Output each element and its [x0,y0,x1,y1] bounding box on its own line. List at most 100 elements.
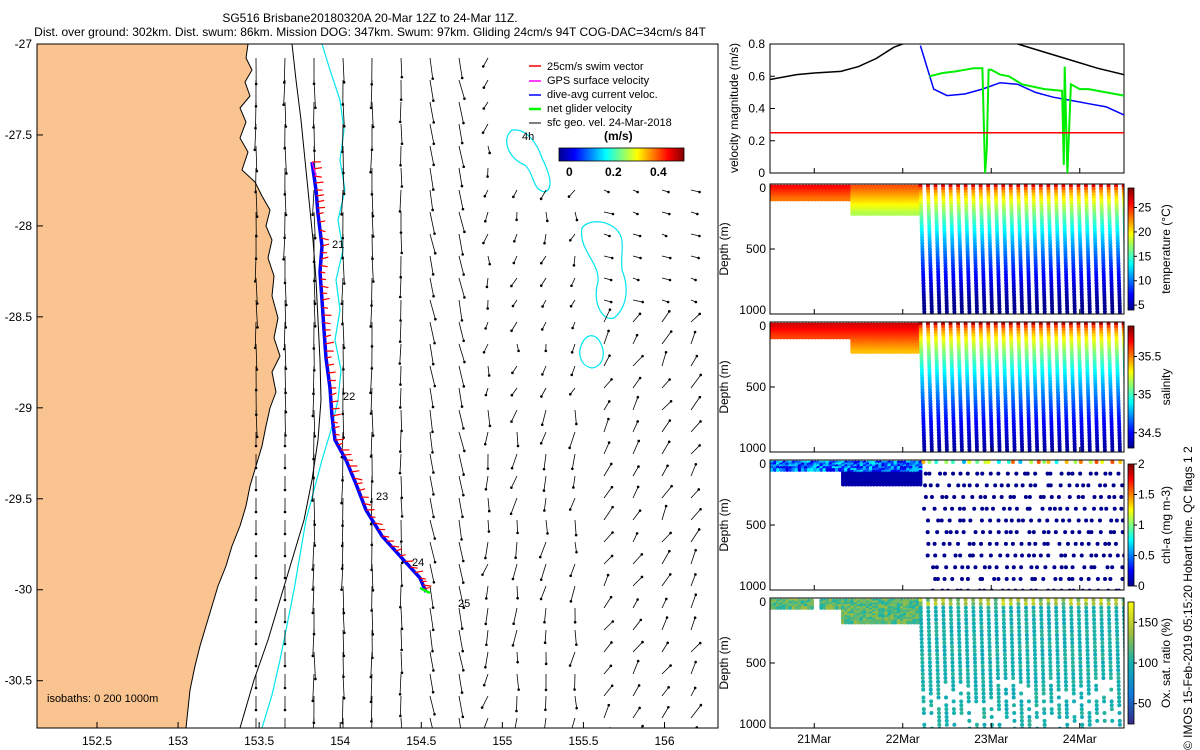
section-sample [1001,330,1006,335]
section-sample [1039,206,1044,211]
sfc-velocity-arrow-head [607,400,611,403]
section-sample [1071,266,1076,271]
sfc-velocity-arrow-head [753,643,756,646]
section-sample [959,422,964,427]
section-sample [1076,333,1081,338]
section-sample [965,373,970,378]
section-sample [920,382,925,387]
section-sample [921,266,926,271]
section-sample [1084,330,1089,335]
section-sample [1122,221,1124,226]
section-sample [988,244,993,249]
section-sample [987,367,992,372]
section-sample [935,264,940,269]
section-sample [920,396,925,401]
section-sample [951,278,956,283]
section-sample [989,436,994,441]
section-sample [1061,198,1066,203]
sfc-velocity-arrow-head [399,319,402,322]
section-sample [1012,295,1017,300]
section-sample [1100,238,1105,243]
section-sample [997,306,1002,311]
sfc-velocity-arrow-shaft [603,463,612,477]
section-sample [941,212,946,217]
velocity-y-axis: 00.20.40.60.8 [748,37,775,180]
section-sample [1064,407,1069,412]
sfc-velocity-arrow-shaft [690,489,700,499]
section-sample [1034,292,1039,297]
section-sample [957,373,962,378]
section-sample [1062,356,1067,361]
section-sample [1094,284,1099,289]
section-sample [1032,364,1037,369]
section-sample [951,269,956,274]
sfc-velocity-arrow-shaft [569,387,576,395]
sfc-velocity-arrow-shaft [255,145,258,172]
section-sample [928,407,933,412]
sfc-velocity-arrow-shaft [341,475,344,504]
section-sample [1017,232,1022,237]
section-sample [957,376,962,381]
sfc-velocity-arrow-head [488,424,492,428]
section-sample [1084,353,1089,358]
section-sample [1115,232,1120,237]
sfc-velocity-arrow-shaft [429,541,436,563]
section-sample [934,203,939,208]
section-sample [1003,393,1008,398]
sfc-velocity-arrow-shaft [400,123,403,144]
section-sample [1056,413,1061,418]
sfc-velocity-arrow-shaft [749,622,757,630]
sfc-velocity-arrow-head [699,703,703,707]
section-sample [1033,404,1038,409]
section-sample [956,330,961,335]
sfc-velocity-arrow-shaft [429,695,435,715]
section-sample [935,244,940,249]
section-sample [926,330,931,335]
section-sample [1031,344,1036,349]
section-sample [928,272,933,277]
section-sample [1035,450,1040,452]
section-points [770,184,1124,314]
section-sample [964,223,969,228]
section-sample [1001,192,1006,197]
section-sample [1002,350,1007,355]
section-sample [1010,249,1015,254]
section-sample [1034,410,1039,415]
section-sample [981,275,986,280]
section-sample [996,410,1001,415]
section-sample [965,244,970,249]
section-sample [1004,298,1009,303]
section-sample [967,439,972,444]
section-sample [1072,444,1077,449]
section-sample [971,203,976,208]
section-sample [988,258,993,263]
section-sample [1085,221,1090,226]
section-sample [994,347,999,352]
section-sample [1009,221,1014,226]
sfc-velocity-arrow-head [570,373,574,377]
section-sample [959,444,964,449]
section-sample [1050,450,1055,452]
section-sample [929,304,934,309]
section-sample [967,447,972,452]
section-sample [1042,312,1047,314]
sfc-velocity-arrow-shaft [720,278,727,280]
sfc-velocity-arrow-head [726,279,729,282]
section-sample [1048,241,1053,246]
section-sample [1012,436,1017,441]
map-x-axis: 152.5 153 153.5 154 154.5 155 155.5 156 [82,722,675,748]
sfc-velocity-arrow-head [486,467,490,470]
section-sample [1088,450,1092,452]
section-sample [1004,304,1009,309]
section-sample [921,269,926,274]
section-sample [950,373,955,378]
section-sample [1048,252,1053,257]
sfc-velocity-arrow-shaft [313,299,316,327]
section-sample [1071,422,1076,427]
section-sample [944,281,949,286]
section-sample [1072,424,1077,429]
section-sample [987,226,992,231]
section-sample [788,197,793,202]
section-sample [1071,272,1076,277]
